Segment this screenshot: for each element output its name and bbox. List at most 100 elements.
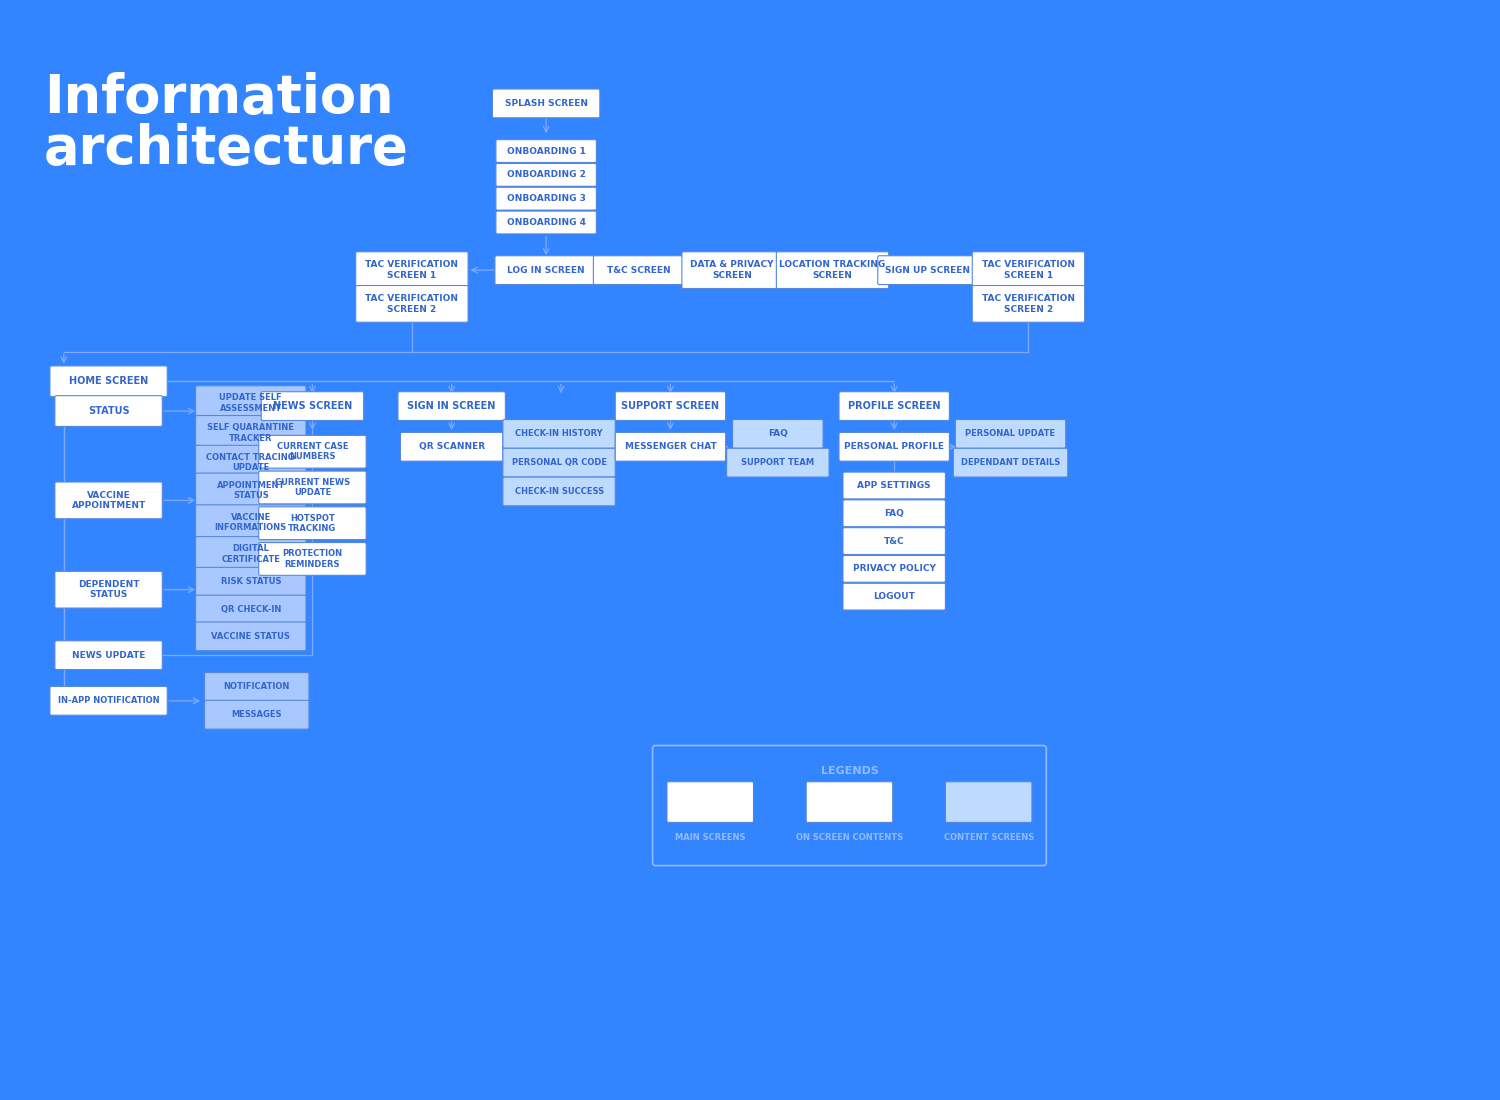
FancyBboxPatch shape (843, 472, 945, 499)
Text: ON SCREEN CONTENTS: ON SCREEN CONTENTS (796, 833, 903, 842)
Text: NEWS SCREEN: NEWS SCREEN (273, 402, 352, 411)
Text: DATA & PRIVACY
SCREEN: DATA & PRIVACY SCREEN (690, 261, 774, 279)
Text: ONBOARDING 1: ONBOARDING 1 (507, 146, 585, 155)
Text: CHECK-IN HISTORY: CHECK-IN HISTORY (516, 429, 603, 439)
Text: MAIN SCREENS: MAIN SCREENS (675, 833, 746, 842)
FancyBboxPatch shape (400, 432, 502, 461)
FancyBboxPatch shape (261, 392, 363, 420)
Text: IN-APP NOTIFICATION: IN-APP NOTIFICATION (58, 696, 159, 705)
Text: FAQ: FAQ (885, 509, 904, 518)
FancyBboxPatch shape (56, 641, 162, 670)
Text: QR CHECK-IN: QR CHECK-IN (220, 605, 280, 614)
Text: T&C SCREEN: T&C SCREEN (608, 265, 670, 275)
FancyBboxPatch shape (204, 701, 309, 729)
FancyBboxPatch shape (839, 432, 950, 461)
Text: APPOINTMENT
STATUS: APPOINTMENT STATUS (216, 481, 285, 500)
FancyBboxPatch shape (615, 392, 726, 420)
Text: HOTSPOT
TRACKING: HOTSPOT TRACKING (288, 514, 336, 532)
Text: DEPENDENT
STATUS: DEPENDENT STATUS (78, 580, 140, 600)
FancyBboxPatch shape (972, 252, 1084, 288)
FancyBboxPatch shape (503, 477, 615, 506)
FancyBboxPatch shape (777, 252, 888, 288)
FancyBboxPatch shape (258, 542, 366, 575)
Text: APP SETTINGS: APP SETTINGS (858, 481, 932, 490)
FancyBboxPatch shape (195, 416, 306, 450)
FancyBboxPatch shape (806, 782, 892, 823)
FancyBboxPatch shape (668, 782, 753, 823)
Text: PERSONAL QR CODE: PERSONAL QR CODE (512, 459, 606, 468)
Text: NEWS UPDATE: NEWS UPDATE (72, 651, 146, 660)
Text: TAC VERIFICATION
SCREEN 2: TAC VERIFICATION SCREEN 2 (982, 294, 1076, 313)
Text: SIGN UP SCREEN: SIGN UP SCREEN (885, 265, 969, 275)
FancyBboxPatch shape (843, 556, 945, 582)
FancyBboxPatch shape (195, 505, 306, 540)
FancyBboxPatch shape (492, 89, 600, 118)
FancyBboxPatch shape (56, 396, 162, 427)
FancyBboxPatch shape (398, 392, 506, 420)
Text: PRIVACY POLICY: PRIVACY POLICY (853, 564, 936, 573)
Text: DEPENDANT DETAILS: DEPENDANT DETAILS (962, 459, 1060, 468)
Text: NOTIFICATION: NOTIFICATION (224, 682, 290, 692)
FancyBboxPatch shape (258, 436, 366, 469)
Text: ONBOARDING 2: ONBOARDING 2 (507, 170, 585, 179)
Text: UPDATE SELF
ASSESSMENT: UPDATE SELF ASSESSMENT (219, 394, 282, 412)
Text: CONTENT SCREENS: CONTENT SCREENS (944, 833, 1034, 842)
FancyBboxPatch shape (195, 621, 306, 651)
FancyBboxPatch shape (594, 255, 684, 285)
FancyBboxPatch shape (954, 449, 1068, 477)
Text: SIGN IN SCREEN: SIGN IN SCREEN (408, 402, 497, 411)
Text: CURRENT NEWS
UPDATE: CURRENT NEWS UPDATE (274, 477, 350, 497)
Text: PERSONAL PROFILE: PERSONAL PROFILE (844, 442, 944, 451)
FancyBboxPatch shape (495, 255, 597, 285)
Text: STATUS: STATUS (88, 406, 129, 416)
Text: QR SCANNER: QR SCANNER (419, 442, 484, 451)
FancyBboxPatch shape (726, 449, 830, 477)
FancyBboxPatch shape (195, 473, 306, 508)
Text: FAQ: FAQ (768, 429, 788, 439)
Text: architecture: architecture (44, 123, 408, 175)
Text: PROTECTION
REMINDERS: PROTECTION REMINDERS (282, 549, 342, 569)
FancyBboxPatch shape (56, 482, 162, 519)
Text: VACCINE
INFORMATIONS: VACCINE INFORMATIONS (214, 513, 286, 532)
Text: TAC VERIFICATION
SCREEN 2: TAC VERIFICATION SCREEN 2 (366, 294, 459, 313)
FancyBboxPatch shape (195, 386, 306, 420)
Text: CHECK-IN SUCCESS: CHECK-IN SUCCESS (514, 487, 603, 496)
Text: CONTACT TRACING
UPDATE: CONTACT TRACING UPDATE (207, 453, 296, 472)
Text: TAC VERIFICATION
SCREEN 1: TAC VERIFICATION SCREEN 1 (982, 261, 1076, 279)
FancyBboxPatch shape (878, 255, 977, 285)
FancyBboxPatch shape (843, 583, 945, 610)
FancyBboxPatch shape (356, 286, 468, 322)
Text: SUPPORT SCREEN: SUPPORT SCREEN (621, 402, 720, 411)
FancyBboxPatch shape (843, 499, 945, 527)
Text: LEGENDS: LEGENDS (821, 767, 879, 777)
Text: PROFILE SCREEN: PROFILE SCREEN (847, 402, 940, 411)
FancyBboxPatch shape (839, 392, 950, 420)
Text: VACCINE STATUS: VACCINE STATUS (211, 631, 290, 641)
FancyBboxPatch shape (682, 252, 783, 288)
Text: T&C: T&C (884, 537, 904, 546)
Text: HOME SCREEN: HOME SCREEN (69, 376, 148, 386)
Text: LOCATION TRACKING
SCREEN: LOCATION TRACKING SCREEN (780, 261, 885, 279)
Text: MESSENGER CHAT: MESSENGER CHAT (624, 442, 717, 451)
Text: ONBOARDING 4: ONBOARDING 4 (507, 218, 585, 227)
FancyBboxPatch shape (50, 686, 168, 715)
FancyBboxPatch shape (503, 419, 615, 449)
FancyBboxPatch shape (496, 211, 597, 234)
Text: LOG IN SCREEN: LOG IN SCREEN (507, 265, 585, 275)
Text: Information: Information (44, 72, 393, 123)
Text: PERSONAL UPDATE: PERSONAL UPDATE (966, 429, 1056, 439)
FancyBboxPatch shape (945, 782, 1032, 823)
FancyBboxPatch shape (732, 419, 824, 449)
Text: SELF QUARANTINE
TRACKER: SELF QUARANTINE TRACKER (207, 424, 294, 442)
Text: SUPPORT TEAM: SUPPORT TEAM (741, 459, 815, 468)
FancyBboxPatch shape (843, 528, 945, 554)
Text: VACCINE
APPOINTMENT: VACCINE APPOINTMENT (72, 491, 146, 510)
FancyBboxPatch shape (50, 366, 168, 397)
Text: SPLASH SCREEN: SPLASH SCREEN (504, 99, 588, 108)
Text: CURRENT CASE
NUMBERS: CURRENT CASE NUMBERS (276, 442, 348, 462)
FancyBboxPatch shape (56, 571, 162, 608)
FancyBboxPatch shape (195, 446, 306, 480)
FancyBboxPatch shape (956, 419, 1065, 449)
FancyBboxPatch shape (356, 252, 468, 288)
FancyBboxPatch shape (195, 568, 306, 596)
